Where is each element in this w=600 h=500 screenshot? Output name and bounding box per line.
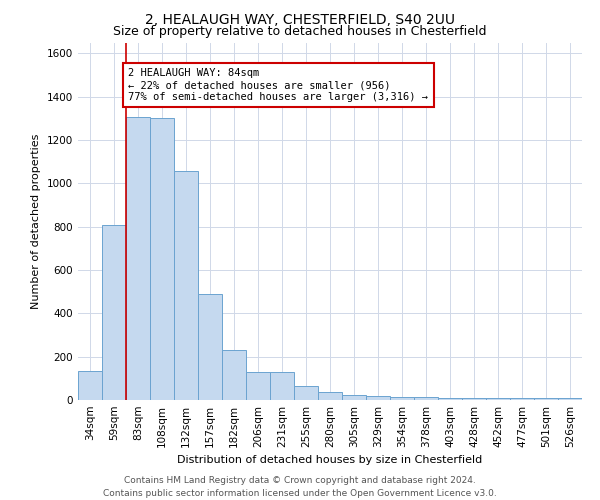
Bar [222,350,246,400]
Bar [414,397,438,400]
Bar [558,398,582,400]
Bar [438,398,462,400]
Bar [510,398,534,400]
Bar [78,371,102,400]
Bar [150,118,174,400]
Bar [270,372,294,400]
Text: Size of property relative to detached houses in Chesterfield: Size of property relative to detached ho… [113,25,487,38]
Bar [102,224,126,400]
Bar [534,398,558,400]
Bar [462,398,486,400]
Bar [342,394,366,400]
Bar [486,398,510,400]
Bar [126,117,150,400]
Bar [174,172,198,400]
X-axis label: Distribution of detached houses by size in Chesterfield: Distribution of detached houses by size … [178,456,482,466]
Bar [390,397,414,400]
Text: 2 HEALAUGH WAY: 84sqm
← 22% of detached houses are smaller (956)
77% of semi-det: 2 HEALAUGH WAY: 84sqm ← 22% of detached … [128,68,428,102]
Bar [198,294,222,400]
Bar [246,372,270,400]
Bar [366,396,390,400]
Text: 2, HEALAUGH WAY, CHESTERFIELD, S40 2UU: 2, HEALAUGH WAY, CHESTERFIELD, S40 2UU [145,12,455,26]
Bar [294,386,318,400]
Y-axis label: Number of detached properties: Number of detached properties [31,134,41,309]
Text: Contains HM Land Registry data © Crown copyright and database right 2024.
Contai: Contains HM Land Registry data © Crown c… [103,476,497,498]
Bar [318,392,342,400]
